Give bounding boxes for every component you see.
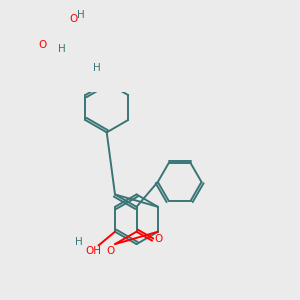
Text: H: H: [93, 63, 101, 73]
Text: OH: OH: [85, 246, 101, 256]
Text: H: H: [77, 10, 85, 20]
Text: H: H: [58, 44, 65, 54]
Text: O: O: [69, 14, 77, 24]
Text: O: O: [154, 234, 162, 244]
Text: O: O: [39, 40, 47, 50]
Text: O: O: [107, 246, 115, 256]
Text: H: H: [75, 237, 83, 247]
